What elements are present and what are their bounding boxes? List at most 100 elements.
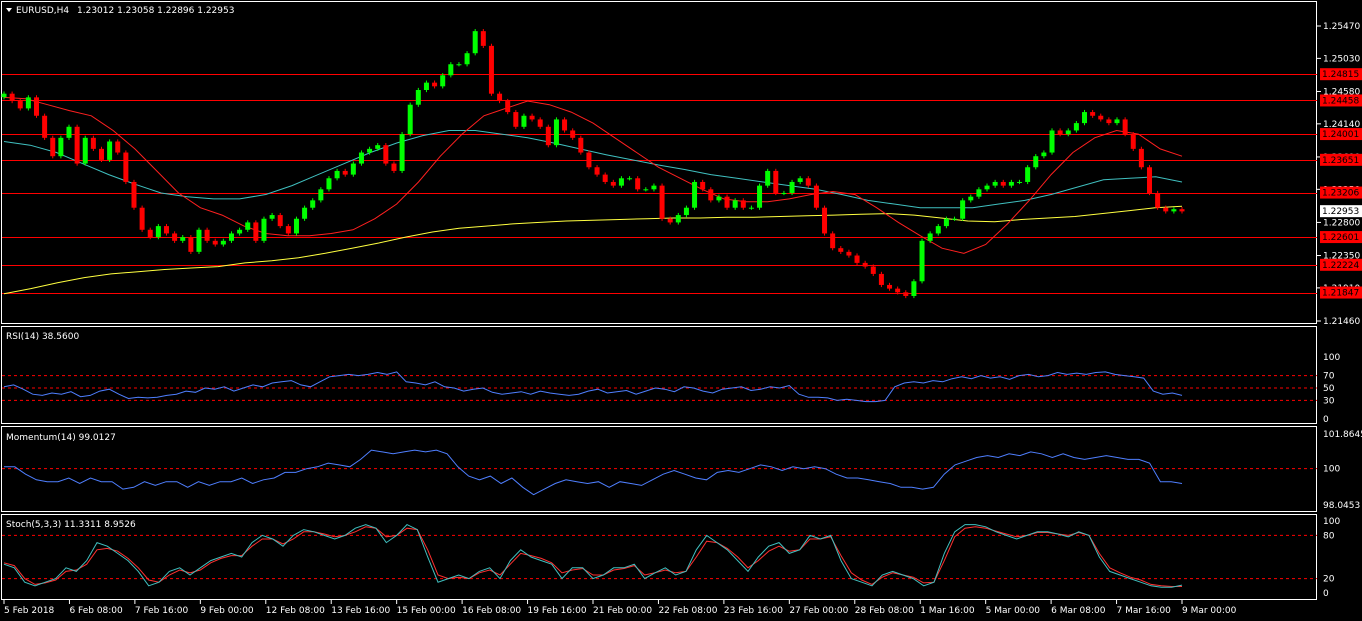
candle-body xyxy=(748,207,754,209)
candle-body xyxy=(822,207,828,234)
indicator-tick-label: 100 xyxy=(1323,465,1340,475)
level-tag-label: 1.22224 xyxy=(1322,261,1359,271)
candle-body xyxy=(293,218,299,234)
ma-slow-line xyxy=(3,205,1183,295)
time-tick-label: 6 Mar 08:00 xyxy=(1051,606,1106,616)
candle-body xyxy=(58,137,64,157)
candle-body xyxy=(513,112,519,127)
price-panel-frame xyxy=(1,1,1317,324)
time-tick-label: 27 Feb 00:00 xyxy=(789,606,848,616)
indicator-axes: 100 70 50 30 0 101.8645 100 98.0453 100 80 20 0 xyxy=(1323,353,1362,599)
candle-body xyxy=(98,148,104,160)
time-tick-label: 12 Feb 08:00 xyxy=(266,606,325,616)
candle-body xyxy=(984,185,990,190)
candle-body xyxy=(1065,130,1071,135)
indicator-tick-label: 80 xyxy=(1323,531,1335,541)
rsi-panel-frame xyxy=(1,326,1317,424)
candle-body xyxy=(943,218,949,227)
candle-body xyxy=(1025,167,1031,182)
time-tick-label: 5 Feb 2018 xyxy=(4,606,55,616)
indicator-tick-label: 0 xyxy=(1323,589,1329,599)
candle-body xyxy=(919,240,925,282)
time-tick-label: 23 Feb 16:00 xyxy=(724,606,783,616)
candle-body xyxy=(651,185,657,190)
candle-body xyxy=(50,137,56,157)
momentum-line xyxy=(4,449,1183,496)
candle-body xyxy=(1082,112,1088,124)
indicator-tick-label: 100 xyxy=(1323,353,1340,363)
candle-body xyxy=(456,64,462,66)
candle-body xyxy=(505,101,511,113)
price-axis: 1.254701.250301.245801.241401.236901.232… xyxy=(1317,22,1362,327)
time-tick-label: 22 Feb 08:00 xyxy=(658,606,717,616)
candle-body xyxy=(586,152,592,168)
candle-body xyxy=(33,97,39,116)
time-tick-label: 21 Feb 00:00 xyxy=(593,606,652,616)
candle-body xyxy=(1130,134,1136,149)
candle-body xyxy=(618,178,624,186)
candle-body xyxy=(9,93,15,102)
stoch-panel-frame xyxy=(1,514,1317,600)
candle-body xyxy=(854,255,860,263)
level-tag-bg xyxy=(1320,68,1362,81)
candle-body xyxy=(773,170,779,193)
candle-body xyxy=(212,240,218,245)
candle-body xyxy=(683,207,689,216)
price-tick-label: 1.22350 xyxy=(1323,252,1360,262)
candle-body xyxy=(367,148,373,153)
candle-body xyxy=(342,170,348,175)
candle-body xyxy=(131,181,137,208)
indicator-tick-label: 0 xyxy=(1323,415,1329,425)
candle-body xyxy=(180,237,186,241)
candle-body xyxy=(521,115,527,127)
time-tick-label: 7 Feb 16:00 xyxy=(135,606,189,616)
header-dropdown-icon[interactable] xyxy=(6,8,12,12)
candle-body xyxy=(17,101,23,109)
candle-body xyxy=(147,229,153,238)
level-tag-label: 1.22601 xyxy=(1322,233,1359,243)
candle-body xyxy=(692,181,698,208)
candle-body xyxy=(66,126,72,138)
candle-body xyxy=(781,192,787,194)
level-tag-bg xyxy=(1320,286,1362,299)
candle-body xyxy=(659,185,665,219)
rsi-title: RSI(14) 38.5600 xyxy=(6,332,79,342)
candle-body xyxy=(1098,115,1104,120)
level-tag-label: 1.24815 xyxy=(1322,70,1359,80)
candle-body xyxy=(952,218,958,220)
time-tick-label: 28 Feb 08:00 xyxy=(855,606,914,616)
candle-body xyxy=(870,266,876,274)
candle-body xyxy=(472,31,478,54)
ma-fast-line xyxy=(3,96,1183,254)
candles xyxy=(1,29,1185,299)
time-tick-label: 9 Feb 00:00 xyxy=(200,606,254,616)
candle-body xyxy=(1155,192,1161,208)
candle-body xyxy=(1106,119,1112,124)
indicator-tick-label: 30 xyxy=(1323,396,1335,406)
candle-body xyxy=(765,170,771,186)
candle-body xyxy=(927,233,933,241)
candle-body xyxy=(310,200,316,208)
candle-body xyxy=(237,229,243,234)
ma-mid-line xyxy=(3,130,1183,209)
candle-body xyxy=(1041,152,1047,157)
candle-body xyxy=(163,226,169,234)
candle-body xyxy=(1033,156,1039,168)
price-tick-label: 1.25030 xyxy=(1323,54,1360,64)
time-tick-label: 7 Mar 16:00 xyxy=(1117,606,1172,616)
indicator-tick-label: 101.8645 xyxy=(1323,430,1362,440)
candle-body xyxy=(903,292,909,296)
candle-body xyxy=(700,181,706,190)
indicator-tick-label: 70 xyxy=(1323,372,1335,382)
candle-body xyxy=(139,207,145,230)
candle-body xyxy=(1171,209,1177,212)
momentum-title: Momentum(14) 99.0127 xyxy=(6,433,116,443)
candle-body xyxy=(757,185,763,208)
candle-body xyxy=(716,196,722,201)
candle-body xyxy=(407,104,413,135)
candle-body xyxy=(285,226,291,234)
candle-body xyxy=(204,229,210,241)
candle-body xyxy=(375,145,381,149)
time-tick-label: 6 Feb 08:00 xyxy=(69,606,123,616)
